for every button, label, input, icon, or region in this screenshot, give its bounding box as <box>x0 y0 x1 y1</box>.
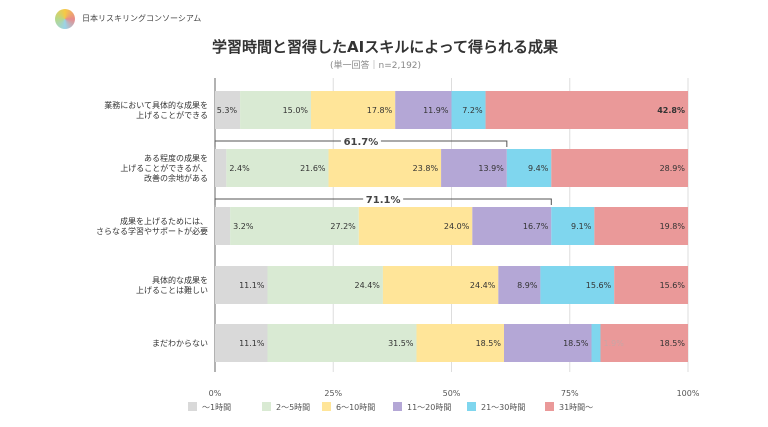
bar-segment <box>358 207 473 245</box>
legend-swatch <box>545 402 554 411</box>
legend-label: 6～10時間 <box>336 403 375 412</box>
bar-segment <box>591 324 601 362</box>
data-label: 18.5% <box>563 339 589 348</box>
data-label: 27.2% <box>330 222 356 231</box>
bar-segment <box>215 91 241 129</box>
data-label: 15.6% <box>586 281 612 290</box>
chart-subtitle: (単一回答｜n=2,192) <box>330 61 422 71</box>
bar-segment <box>416 324 505 362</box>
category-label: 業務において具体的な成果を <box>104 100 208 110</box>
bar-segment <box>395 91 452 129</box>
bar-segment <box>506 149 552 187</box>
data-label: 24.4% <box>470 281 496 290</box>
category-label: さらなる学習やサポートが必要 <box>96 226 208 236</box>
data-label: 21.6% <box>300 164 326 173</box>
legend-swatch <box>188 402 197 411</box>
bar-segment <box>215 266 268 304</box>
org-name: 日本リスキリングコンソーシアム <box>82 14 202 23</box>
legend-label: 21～30時間 <box>481 403 525 412</box>
category-label: 上げることは難しい <box>136 285 208 295</box>
data-label: 17.8% <box>367 106 393 115</box>
bar-segment <box>240 91 312 129</box>
data-label: 31.5% <box>388 339 414 348</box>
data-label: 8.9% <box>517 281 538 290</box>
x-tick-label: 0% <box>209 389 222 398</box>
data-label: 3.2% <box>233 222 254 231</box>
bar-segment <box>267 266 383 304</box>
category-label: 成果を上げるためには、 <box>120 216 208 226</box>
bar-segment <box>226 149 329 187</box>
legend-swatch <box>262 402 271 411</box>
bar-segment <box>441 149 507 187</box>
logo <box>55 9 75 29</box>
bracket-label: 61.7% <box>344 137 379 148</box>
bar-segment <box>551 149 688 187</box>
data-label: 19.8% <box>660 222 686 231</box>
bar-segment <box>267 324 417 362</box>
bracket-label-bg <box>363 192 404 205</box>
data-label: 13.9% <box>478 164 504 173</box>
bar-segment <box>311 91 396 129</box>
legend-label: ～1時間 <box>202 403 231 412</box>
data-label: 15.0% <box>283 106 309 115</box>
category-label: 上げることができるが、 <box>120 163 208 173</box>
bar-segment <box>215 207 231 245</box>
category-label: 改善の余地がある <box>144 173 208 183</box>
data-label: 24.4% <box>354 281 380 290</box>
legend-swatch <box>467 402 476 411</box>
bar-segment <box>594 207 688 245</box>
data-label: 11.9% <box>423 106 449 115</box>
data-label: 42.8% <box>657 106 685 115</box>
data-label: 23.8% <box>413 164 439 173</box>
data-label: 18.5% <box>660 339 686 348</box>
bar-segment <box>472 207 552 245</box>
data-label: 18.5% <box>476 339 502 348</box>
x-tick-label: 25% <box>324 389 342 398</box>
bar-segment <box>328 149 442 187</box>
data-label: 16.7% <box>523 222 549 231</box>
bar-segment <box>600 324 688 362</box>
legend-label: 11～20時間 <box>407 403 451 412</box>
legend-swatch <box>322 402 331 411</box>
category-label: まだわからない <box>152 339 208 348</box>
data-label: 7.2% <box>462 106 483 115</box>
bar-segment <box>382 266 499 304</box>
bar-segment <box>498 266 541 304</box>
bar-segment <box>451 91 486 129</box>
x-tick-label: 100% <box>677 389 700 398</box>
data-label: 28.9% <box>660 164 686 173</box>
x-tick-label: 50% <box>443 389 461 398</box>
data-label: 24.0% <box>444 222 470 231</box>
data-label: 15.6% <box>660 281 686 290</box>
legend-swatch <box>393 402 402 411</box>
category-label: 上げることができる <box>136 110 208 120</box>
category-label: ある程度の成果を <box>144 153 208 163</box>
bar-segment <box>614 266 688 304</box>
bar-segment <box>230 207 359 245</box>
bracket-label-bg <box>340 134 381 147</box>
data-label: 5.3% <box>217 106 238 115</box>
data-label: 2.4% <box>229 164 250 173</box>
bracket-label: 71.1% <box>366 195 401 206</box>
bar-segment <box>215 324 268 362</box>
x-tick-label: 75% <box>561 389 579 398</box>
data-label: 9.4% <box>528 164 549 173</box>
bar-segment <box>485 91 688 129</box>
bar-segment <box>551 207 595 245</box>
data-label: 11.1% <box>239 339 265 348</box>
legend-label: 2～5時間 <box>276 403 310 412</box>
category-label: 具体的な成果を <box>152 275 208 285</box>
data-label: 1.9% <box>603 339 624 348</box>
chart-title: 学習時間と習得したAIスキルによって得られる成果 <box>212 38 558 56</box>
bar-segment <box>215 149 227 187</box>
bar-segment <box>540 266 615 304</box>
legend-label: 31時間～ <box>559 403 593 412</box>
data-label: 9.1% <box>571 222 592 231</box>
data-label: 11.1% <box>239 281 265 290</box>
bar-segment <box>504 324 592 362</box>
